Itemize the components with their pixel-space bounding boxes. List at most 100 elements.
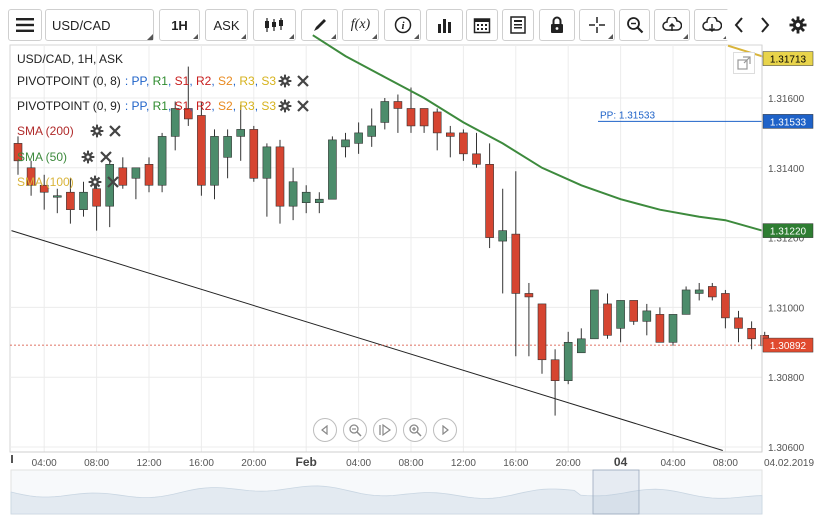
candle-body: [79, 191, 88, 210]
x-tick-label: 12:00: [451, 458, 476, 469]
expand-button[interactable]: [733, 52, 755, 74]
candle-body: [210, 136, 219, 186]
price-tag-label: 1.31533: [770, 117, 807, 128]
gear-icon[interactable]: [278, 74, 292, 88]
candle-body: [262, 146, 272, 179]
draw-button[interactable]: [301, 9, 338, 41]
price-tag-box: [762, 51, 814, 66]
pivot-component: : PP: [124, 99, 146, 113]
download-button[interactable]: [694, 9, 730, 41]
candle: [747, 321, 756, 350]
prev-button[interactable]: [726, 9, 751, 41]
candle-body: [314, 198, 324, 204]
x-tick-label: Feb: [296, 455, 317, 469]
zoom-icon: [626, 17, 643, 34]
close-icon[interactable]: [106, 175, 120, 189]
upload-button[interactable]: [654, 9, 690, 41]
candle-body: [184, 108, 193, 120]
candle-body: [721, 293, 730, 319]
volume-icon: [437, 19, 451, 33]
timeframe-select[interactable]: 1H: [159, 9, 200, 41]
lock-button[interactable]: [539, 9, 575, 41]
dropdown-caret-icon: [241, 34, 246, 39]
function-icon: f(x): [350, 17, 371, 32]
candle-body: [367, 125, 377, 137]
candle: [13, 136, 23, 175]
pivot-component: S1: [174, 74, 190, 88]
candle: [236, 104, 245, 161]
close-icon[interactable]: [108, 124, 122, 138]
candle-body: [668, 314, 678, 343]
candle: [707, 282, 717, 301]
navigator[interactable]: [10, 469, 763, 515]
candle-body: [144, 164, 154, 186]
volume-button[interactable]: [426, 9, 463, 41]
candle-body: [747, 328, 756, 340]
zoom-in-button[interactable]: [403, 418, 427, 442]
candle: [144, 157, 154, 193]
settings-icon: [789, 16, 807, 34]
candle-body: [157, 136, 167, 186]
sma-100-label: SMA (100): [17, 175, 74, 189]
calendar-button[interactable]: [466, 9, 498, 41]
candle: [721, 289, 730, 329]
chart-type-button[interactable]: [253, 9, 296, 41]
navigator-window: [592, 469, 640, 515]
gear-icon[interactable]: [90, 124, 104, 138]
scroll-left-button[interactable]: [313, 418, 337, 442]
crosshair-icon: [589, 17, 605, 33]
sma-50-line: [312, 34, 763, 232]
x-tick-label: 12:00: [136, 458, 161, 469]
candle: [170, 101, 180, 151]
pivot-component: S3: [261, 99, 277, 113]
zoom-button[interactable]: [619, 9, 650, 41]
candle: [118, 157, 128, 189]
x-tick-label: 04: [614, 455, 628, 469]
candle-body: [118, 167, 128, 186]
close-icon[interactable]: [99, 150, 113, 164]
menu-button[interactable]: [8, 9, 42, 41]
zoom-out-button[interactable]: [343, 418, 367, 442]
indicator-lines: [312, 34, 768, 232]
candle: [26, 160, 36, 196]
candle: [511, 171, 521, 357]
trendline: [11, 230, 723, 451]
crosshair-button[interactable]: [579, 9, 615, 41]
sma-50-label: SMA (50): [17, 150, 68, 164]
sma-200-label: SMA (200): [17, 124, 74, 138]
scroll-right-button[interactable]: [433, 418, 457, 442]
price-tag-label: 1.30892: [770, 341, 807, 352]
gear-icon[interactable]: [81, 150, 95, 164]
settings-button[interactable]: [784, 9, 812, 41]
reset-view-button[interactable]: [373, 418, 397, 442]
candle: [655, 307, 665, 343]
gear-icon[interactable]: [88, 175, 102, 189]
price-tag-label: 1.31713: [770, 55, 807, 66]
dropdown-caret-icon: [372, 34, 377, 39]
candle: [157, 132, 167, 193]
close-icon[interactable]: [296, 74, 310, 88]
candle: [406, 87, 416, 133]
candle: [249, 125, 259, 182]
price-tag: 1.31533: [762, 114, 814, 129]
candle-body: [563, 341, 573, 381]
candle-body: [511, 233, 521, 294]
news-button[interactable]: [502, 9, 534, 41]
gear-icon[interactable]: [278, 99, 292, 113]
y-tick-label: 1.31000: [768, 303, 805, 314]
close-icon[interactable]: [296, 99, 310, 113]
info-button[interactable]: i: [384, 9, 421, 41]
symbol-select[interactable]: USD/CAD: [45, 9, 154, 41]
pivot-component: S2: [218, 99, 233, 113]
price-tag: 1.30892: [762, 337, 814, 353]
price-side-select[interactable]: ASK: [205, 9, 248, 41]
candle-body: [603, 303, 612, 336]
triangle-right-icon: [442, 425, 449, 435]
candle: [210, 129, 219, 200]
dropdown-caret-icon: [723, 34, 728, 39]
x-tick-label: 04:00: [32, 458, 57, 469]
chart-navigation: [313, 418, 457, 442]
reference-lines: PP: 1.31533: [10, 110, 762, 451]
next-button[interactable]: [752, 9, 777, 41]
function-button[interactable]: f(x): [342, 9, 379, 41]
